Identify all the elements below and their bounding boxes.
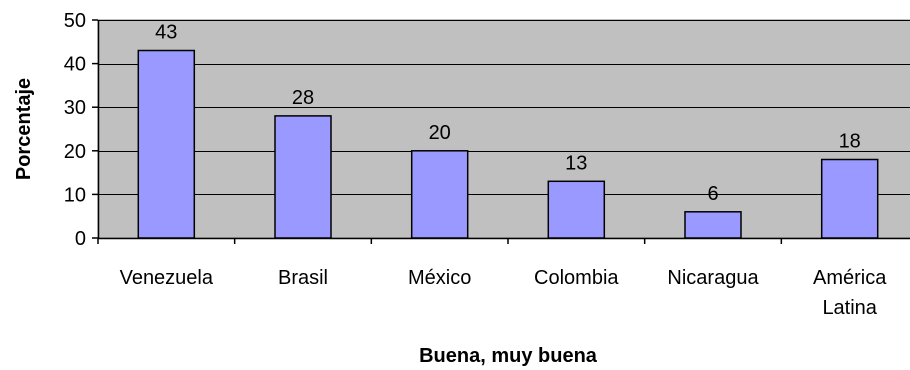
- data-label-0: 43: [155, 22, 177, 44]
- bars: [137, 49, 879, 239]
- data-label-4: 6: [707, 183, 718, 205]
- y-tick-label-30: 30: [64, 97, 86, 119]
- y-tick-label-20: 20: [64, 141, 86, 163]
- bar-1: [274, 115, 332, 239]
- data-label-2: 20: [429, 122, 451, 144]
- bar-3: [547, 180, 606, 239]
- x-tick-label-2: México: [408, 267, 471, 289]
- bar-0: [137, 49, 196, 239]
- y-tick-label-50: 50: [64, 10, 86, 32]
- x-tick-label-1: Brasil: [278, 267, 328, 289]
- y-tick-label-0: 0: [75, 228, 86, 250]
- x-axis-title: Buena, muy buena: [419, 345, 598, 367]
- x-tick-label-0: Venezuela: [120, 267, 214, 289]
- x-tick-label-3: Colombia: [534, 267, 619, 289]
- gridlines: [98, 20, 910, 195]
- y-axis-title: Porcentaje: [13, 78, 35, 180]
- axes: [92, 19, 910, 244]
- plot-area: [97, 19, 910, 239]
- y-tick-labels: 0 10 20 30 40 50: [64, 10, 86, 250]
- bar-4: [684, 211, 742, 239]
- data-label-3: 13: [565, 152, 587, 174]
- x-tick-label-4: Nicaragua: [667, 267, 759, 289]
- y-tick-label-40: 40: [64, 54, 86, 76]
- x-tick-label-5-1: Latina: [822, 297, 877, 319]
- data-label-5: 18: [839, 131, 861, 153]
- x-tick-label-5-0: América: [813, 267, 887, 289]
- x-tick-labels: Venezuela Brasil México Colombia Nicaragua Am…: [120, 267, 888, 319]
- y-tick-label-10: 10: [64, 184, 86, 206]
- bar-2: [410, 150, 469, 239]
- data-labels: 43 28 20 13 6 18: [155, 22, 861, 205]
- data-label-1: 28: [292, 87, 314, 109]
- bar-5: [820, 158, 879, 239]
